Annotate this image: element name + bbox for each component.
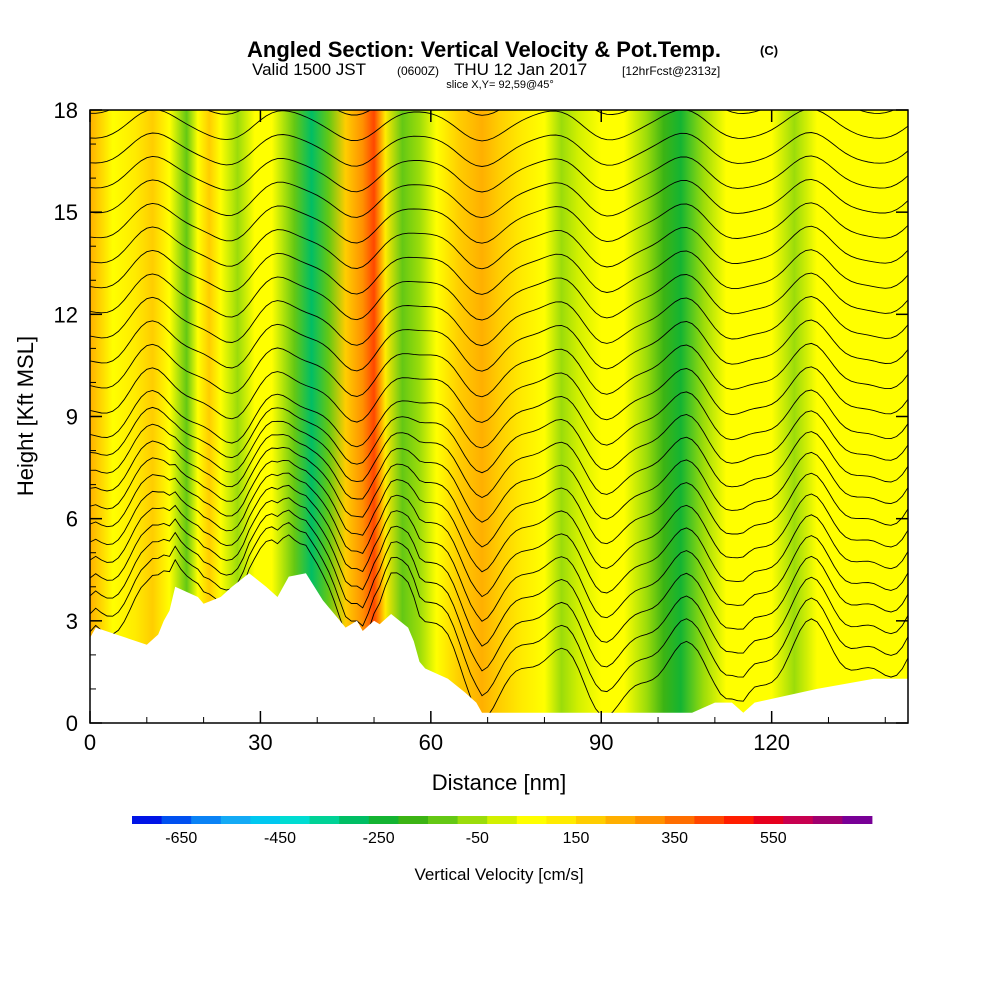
isentrope-line (90, 249, 908, 295)
colorbar-ticks: -650 -450 -250 -50 150 350 550 (165, 830, 786, 847)
isentrope-line (90, 509, 908, 672)
y-axis-label: Height [Kft MSL] (13, 336, 38, 496)
colorbar-swatch (487, 816, 518, 824)
colorbar-swatch (694, 816, 725, 824)
colorbar-tick-label: -250 (363, 830, 395, 847)
colorbar-swatch (753, 816, 784, 824)
isentrope-line (90, 459, 908, 573)
colorbar-swatch (220, 816, 251, 824)
isentrope-line (90, 521, 908, 697)
svg-text:(0600Z): (0600Z) (397, 64, 439, 78)
colorbar-swatch (428, 816, 458, 824)
isentrope-line (90, 155, 908, 193)
isentrope-line (90, 178, 908, 219)
y-tick-label: 0 (66, 711, 78, 736)
colorbar-swatch (812, 816, 843, 824)
colorbar-swatch (457, 816, 488, 824)
colorbar-swatch (280, 816, 310, 824)
x-tick-label: 0 (84, 730, 96, 755)
colorbar-tick-label: -650 (165, 830, 197, 847)
y-tick-label: 9 (66, 405, 78, 430)
colorbar-tick-label: 550 (760, 830, 787, 847)
colorbar-label: Vertical Velocity [cm/s] (414, 865, 583, 884)
x-tick-label: 30 (248, 730, 272, 755)
isentrope-line (90, 272, 908, 321)
colorbar-tick-label: 150 (563, 830, 590, 847)
colorbar-swatch (398, 816, 429, 824)
colorbar-tick-label: -450 (264, 830, 296, 847)
colorbar (132, 816, 873, 824)
colorbar-swatch (132, 816, 162, 824)
isentrope-line (90, 366, 908, 423)
x-axis-label: Distance [nm] (432, 770, 567, 795)
colorbar-swatch (546, 816, 577, 824)
terrain-mask (90, 573, 908, 723)
y-tick-label: 3 (66, 609, 78, 634)
y-axis: 0 3 6 9 12 15 18 (54, 98, 908, 736)
chart-title: Angled Section: Vertical Velocity & Pot.… (247, 37, 721, 62)
isentrope-line (90, 202, 908, 244)
isentrope-line (90, 434, 908, 523)
isentrope-line (90, 225, 908, 270)
isentrope-line (90, 406, 908, 474)
isentrope-line (90, 420, 908, 499)
colorbar-swatch (191, 816, 222, 824)
colorbar-swatch (664, 816, 695, 824)
colorbar-swatch (516, 816, 547, 824)
x-tick-label: 120 (753, 730, 790, 755)
isentrope-line (90, 497, 908, 647)
isentrope-line (90, 132, 908, 167)
colorbar-swatch (576, 816, 606, 824)
y-tick-label: 12 (54, 302, 78, 327)
plot-area (90, 110, 908, 723)
isentrope-line (90, 319, 908, 372)
isentrope-line (90, 342, 908, 398)
svg-text:THU 12 Jan 2017: THU 12 Jan 2017 (454, 60, 587, 79)
y-tick-label: 15 (54, 200, 78, 225)
colorbar-swatch (161, 816, 192, 824)
colorbar-swatch (368, 816, 399, 824)
isentrope-line (90, 110, 908, 142)
colorbar-swatch (783, 816, 814, 824)
isentrope-line (90, 296, 908, 347)
chart-title-unit: (C) (760, 43, 778, 58)
isentrope-line (90, 484, 908, 622)
isentrope-line (90, 446, 908, 548)
isentrope-line (90, 472, 908, 598)
y-tick-label: 6 (66, 507, 78, 532)
colorbar-swatch (250, 816, 281, 824)
colorbar-tick-label: -50 (466, 830, 489, 847)
x-tick-label: 60 (419, 730, 443, 755)
slice-label: slice X,Y= 92,59@45° (446, 79, 554, 91)
y-tick-label: 18 (54, 98, 78, 123)
colorbar-tick-label: 350 (661, 830, 688, 847)
x-tick-label: 90 (589, 730, 613, 755)
x-axis: 0 30 60 90 120 (84, 110, 886, 755)
svg-text:[12hrFcst@2313z]: [12hrFcst@2313z] (622, 64, 720, 78)
colorbar-swatch (842, 816, 873, 824)
chart-subtitle: Valid 1500 JST (0600Z) THU 12 Jan 2017 [… (252, 60, 720, 79)
colorbar-swatch (635, 816, 666, 824)
colorbar-swatch (339, 816, 370, 824)
colorbar-swatch (605, 816, 636, 824)
isentrope-line (90, 389, 908, 449)
svg-text:Valid 1500 JST: Valid 1500 JST (252, 60, 366, 79)
colorbar-swatch (724, 816, 754, 824)
potential-temperature-contours (90, 110, 908, 722)
colorbar-swatch (309, 816, 340, 824)
